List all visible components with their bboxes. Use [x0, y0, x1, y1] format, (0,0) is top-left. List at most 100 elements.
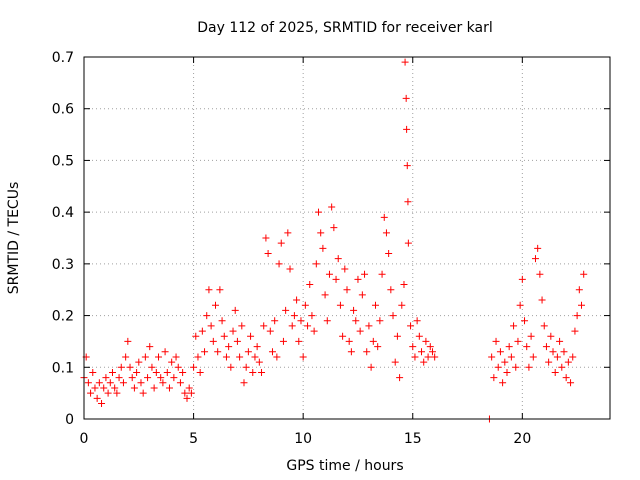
data-point — [341, 265, 349, 273]
data-point — [273, 353, 281, 361]
data-point — [240, 379, 248, 387]
data-point — [139, 389, 147, 397]
data-point — [496, 348, 504, 356]
data-point — [424, 353, 432, 361]
data-point — [503, 368, 511, 376]
data-point — [98, 399, 106, 407]
data-point — [220, 332, 228, 340]
data-point — [225, 343, 233, 351]
x-tick-label: 10 — [294, 431, 312, 447]
data-point — [174, 363, 182, 371]
data-point — [402, 94, 410, 102]
data-point — [104, 389, 112, 397]
data-point — [415, 332, 423, 340]
data-point — [358, 291, 366, 299]
data-point — [431, 353, 439, 361]
data-point — [122, 353, 130, 361]
y-tick-label: 0.4 — [52, 205, 74, 221]
data-point — [407, 322, 415, 330]
data-point — [409, 343, 417, 351]
data-point — [84, 379, 92, 387]
data-point — [130, 384, 138, 392]
data-point — [403, 125, 411, 133]
data-point — [558, 363, 566, 371]
data-point — [317, 229, 325, 237]
data-point — [100, 384, 108, 392]
data-point — [172, 353, 180, 361]
data-point — [345, 337, 353, 345]
data-point — [297, 317, 305, 325]
y-tick-label: 0.3 — [52, 257, 74, 273]
data-point — [569, 353, 577, 361]
data-point — [501, 358, 509, 366]
data-point — [534, 244, 542, 252]
data-point — [89, 368, 97, 376]
data-point — [244, 348, 252, 356]
data-point — [339, 332, 347, 340]
data-point — [352, 317, 360, 325]
y-tick-label: 0 — [65, 412, 74, 428]
data-point — [374, 343, 382, 351]
y-tick-label: 0.5 — [52, 153, 74, 169]
data-point — [262, 234, 270, 242]
data-point — [207, 322, 215, 330]
data-point — [521, 317, 529, 325]
y-tick-label: 0.6 — [52, 102, 74, 118]
data-point — [393, 332, 401, 340]
data-point — [514, 337, 522, 345]
data-point — [198, 327, 206, 335]
data-point — [168, 358, 176, 366]
data-point — [369, 337, 377, 345]
data-point — [492, 337, 500, 345]
data-point — [389, 312, 397, 320]
data-point — [312, 260, 320, 268]
data-point — [249, 368, 257, 376]
data-point — [284, 229, 292, 237]
data-point — [227, 363, 235, 371]
data-point — [293, 296, 301, 304]
chart-title: Day 112 of 2025, SRMTID for receiver kar… — [197, 20, 493, 36]
data-point — [271, 317, 279, 325]
data-point — [264, 250, 272, 258]
data-point — [538, 296, 546, 304]
data-point — [277, 239, 285, 247]
data-point — [315, 208, 323, 216]
data-point — [157, 374, 165, 382]
data-point — [523, 343, 531, 351]
data-point — [115, 374, 123, 382]
data-point — [549, 348, 557, 356]
data-point — [516, 301, 524, 309]
data-point — [242, 363, 250, 371]
data-point — [124, 337, 132, 345]
data-point — [209, 337, 217, 345]
data-point — [512, 363, 520, 371]
data-point — [181, 389, 189, 397]
data-point — [306, 281, 314, 289]
data-point — [288, 322, 296, 330]
data-point — [564, 358, 572, 366]
x-tick-label: 20 — [513, 431, 531, 447]
data-point — [321, 291, 329, 299]
data-point — [336, 301, 344, 309]
data-point — [385, 250, 393, 258]
data-point — [135, 358, 143, 366]
data-point — [420, 358, 428, 366]
data-point — [128, 374, 136, 382]
data-point — [527, 332, 535, 340]
data-point — [192, 332, 200, 340]
data-point — [286, 265, 294, 273]
data-point — [396, 374, 404, 382]
data-point — [567, 379, 575, 387]
data-point — [126, 363, 134, 371]
data-point — [201, 348, 209, 356]
data-point — [255, 358, 263, 366]
y-axis-label: SRMTID / TECUs — [6, 182, 22, 295]
data-point — [551, 368, 559, 376]
data-point — [356, 327, 364, 335]
data-point — [334, 255, 342, 263]
data-point — [363, 348, 371, 356]
data-point — [413, 317, 421, 325]
data-point — [290, 312, 298, 320]
data-point — [573, 312, 581, 320]
